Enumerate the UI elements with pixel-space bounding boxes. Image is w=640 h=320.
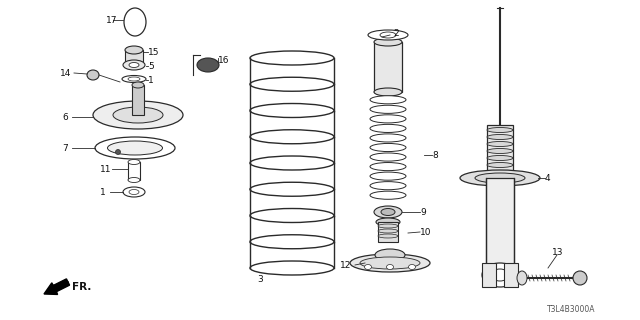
Ellipse shape [350, 254, 430, 272]
Ellipse shape [487, 163, 513, 167]
Ellipse shape [487, 127, 513, 132]
Ellipse shape [375, 249, 405, 261]
Ellipse shape [370, 163, 406, 171]
Ellipse shape [360, 257, 420, 269]
Ellipse shape [129, 62, 139, 68]
Ellipse shape [374, 88, 402, 96]
Ellipse shape [370, 182, 406, 190]
Text: 11: 11 [100, 164, 111, 173]
Ellipse shape [87, 70, 99, 80]
Ellipse shape [475, 173, 525, 183]
Text: 3: 3 [257, 276, 263, 284]
Text: 2: 2 [393, 28, 399, 37]
Ellipse shape [129, 189, 139, 195]
Ellipse shape [460, 170, 540, 186]
Ellipse shape [573, 271, 587, 285]
Text: 13: 13 [552, 247, 563, 257]
Ellipse shape [370, 134, 406, 142]
Ellipse shape [387, 265, 394, 269]
Bar [378, 222, 398, 242]
Ellipse shape [113, 107, 163, 123]
Ellipse shape [370, 143, 406, 152]
Ellipse shape [93, 101, 183, 129]
Ellipse shape [365, 265, 371, 269]
Ellipse shape [115, 149, 120, 155]
Ellipse shape [378, 229, 398, 233]
Bar [504, 263, 518, 287]
Ellipse shape [370, 172, 406, 180]
Text: 17: 17 [106, 15, 118, 25]
Bar [487, 125, 513, 175]
Ellipse shape [95, 137, 175, 159]
Ellipse shape [370, 105, 406, 113]
Text: 4: 4 [545, 173, 550, 182]
Ellipse shape [374, 38, 402, 46]
Bar [128, 162, 140, 180]
Ellipse shape [487, 156, 513, 161]
Ellipse shape [122, 76, 146, 83]
Ellipse shape [487, 141, 513, 147]
Ellipse shape [374, 206, 402, 218]
Text: 12: 12 [340, 260, 351, 269]
Ellipse shape [380, 32, 396, 38]
Text: 9: 9 [420, 207, 426, 217]
Ellipse shape [517, 271, 527, 285]
Ellipse shape [370, 191, 406, 199]
Ellipse shape [487, 148, 513, 154]
Ellipse shape [378, 224, 398, 228]
Text: 10: 10 [420, 228, 431, 236]
Ellipse shape [370, 153, 406, 161]
Ellipse shape [128, 159, 140, 164]
Text: 14: 14 [60, 68, 72, 77]
Ellipse shape [123, 187, 145, 197]
Ellipse shape [370, 124, 406, 132]
Text: T3L4B3000A: T3L4B3000A [547, 306, 595, 315]
Bar [125, 50, 143, 62]
Ellipse shape [491, 269, 509, 281]
Ellipse shape [370, 96, 406, 104]
Ellipse shape [132, 82, 144, 88]
Ellipse shape [197, 58, 219, 72]
Ellipse shape [408, 265, 415, 269]
Text: 15: 15 [148, 47, 159, 57]
Text: 8: 8 [432, 150, 438, 159]
Text: 7: 7 [62, 143, 68, 153]
Ellipse shape [108, 141, 163, 155]
Text: 1: 1 [148, 76, 154, 84]
Text: 6: 6 [62, 113, 68, 122]
Ellipse shape [128, 178, 140, 182]
Text: 1: 1 [100, 188, 106, 196]
Bar [486, 178, 514, 273]
Bar [374, 42, 402, 92]
Ellipse shape [128, 77, 140, 81]
Ellipse shape [376, 218, 400, 226]
Ellipse shape [125, 46, 143, 54]
FancyArrow shape [44, 279, 70, 294]
Ellipse shape [482, 263, 518, 287]
Ellipse shape [123, 60, 145, 70]
Ellipse shape [378, 234, 398, 238]
Bar [132, 85, 144, 115]
Ellipse shape [124, 8, 146, 36]
Text: 5: 5 [148, 61, 154, 70]
Text: 16: 16 [218, 55, 230, 65]
Ellipse shape [487, 134, 513, 140]
Ellipse shape [381, 209, 395, 215]
Ellipse shape [370, 115, 406, 123]
Bar [482, 263, 496, 287]
Text: FR.: FR. [72, 282, 92, 292]
Ellipse shape [368, 30, 408, 40]
